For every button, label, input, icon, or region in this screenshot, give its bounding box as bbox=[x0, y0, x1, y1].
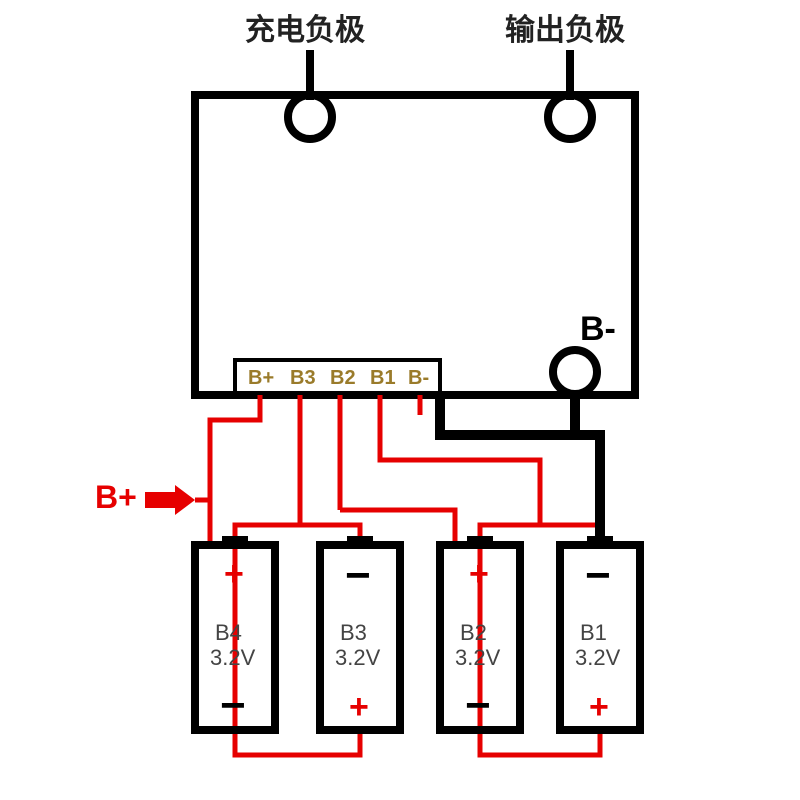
svg-text:B1: B1 bbox=[580, 620, 607, 645]
svg-text:B4: B4 bbox=[215, 620, 242, 645]
charge-neg-label: 充电负极 bbox=[245, 14, 365, 47]
output-neg-label: 输出负极 bbox=[505, 14, 625, 47]
svg-text:+: + bbox=[224, 555, 244, 593]
svg-text:B2: B2 bbox=[460, 620, 487, 645]
bminus-terminal bbox=[553, 350, 597, 394]
output-terminal bbox=[548, 95, 592, 139]
svg-text:−: − bbox=[345, 551, 371, 600]
b1-top-to-bminus bbox=[575, 435, 600, 544]
pin-bplus: B+ bbox=[248, 367, 274, 389]
pin-b2: B2 bbox=[330, 367, 356, 389]
wire-bplus bbox=[195, 395, 260, 544]
b-minus-label: B- bbox=[580, 310, 616, 348]
svg-text:+: + bbox=[349, 688, 369, 726]
svg-text:B3: B3 bbox=[340, 620, 367, 645]
svg-text:3.2V: 3.2V bbox=[575, 645, 621, 670]
bminus-wire bbox=[440, 394, 575, 435]
svg-text:+: + bbox=[589, 688, 609, 726]
svg-text:3.2V: 3.2V bbox=[455, 645, 501, 670]
battery-b3: − B3 3.2V + bbox=[320, 536, 400, 730]
battery-b4: + B4 3.2V − bbox=[195, 536, 275, 730]
battery-b1: − B1 3.2V + bbox=[560, 536, 640, 730]
pin-b1: B1 bbox=[370, 367, 396, 389]
wire-b1 bbox=[380, 395, 540, 510]
svg-text:3.2V: 3.2V bbox=[210, 645, 256, 670]
svg-text:−: − bbox=[465, 681, 491, 730]
b-plus-label: B+ bbox=[95, 479, 137, 515]
b-plus-arrow-icon bbox=[145, 485, 195, 515]
pin-bminus: B- bbox=[408, 367, 429, 389]
svg-text:−: − bbox=[585, 551, 611, 600]
pin-b3: B3 bbox=[290, 367, 316, 389]
charge-terminal bbox=[288, 95, 332, 139]
battery-b2: + B2 3.2V − bbox=[440, 536, 520, 730]
svg-text:−: − bbox=[220, 681, 246, 730]
svg-text:+: + bbox=[469, 555, 489, 593]
svg-text:3.2V: 3.2V bbox=[335, 645, 381, 670]
